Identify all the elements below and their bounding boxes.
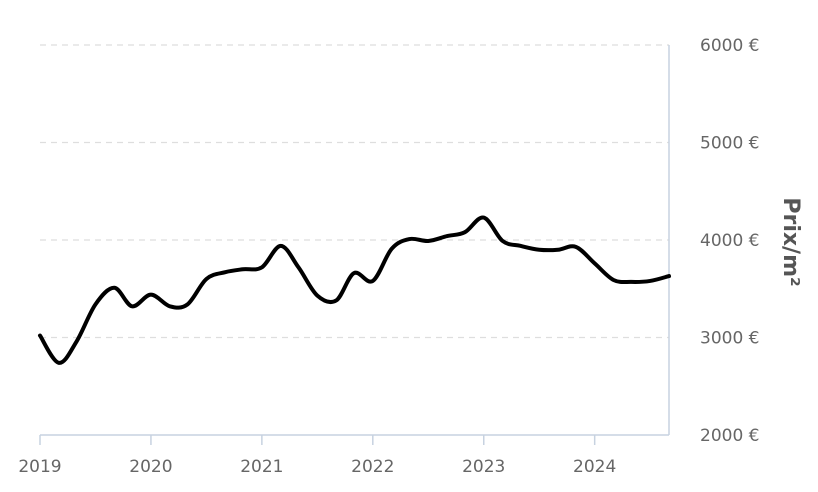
x-tick-label-2020: 2020 xyxy=(129,457,172,477)
x-tick-label-2024: 2024 xyxy=(573,457,616,477)
y-tick-label-6000: 6000 € xyxy=(700,36,759,56)
y-tick-label-2000: 2000 € xyxy=(700,426,759,446)
y-tick-label-5000: 5000 € xyxy=(700,134,759,154)
series-line-0 xyxy=(38,215,671,365)
grid-lines xyxy=(40,44,669,339)
x-tick-label-2022: 2022 xyxy=(351,457,394,477)
y-axis-title: Prix/m² xyxy=(778,197,803,286)
y-tick-label-3000: 3000 € xyxy=(700,329,759,349)
x-tick-label-2023: 2023 xyxy=(462,457,505,477)
series-layer xyxy=(38,215,671,365)
tick-labels: 2019 2020 2021 2022 2023 2024 2000 € 3000 € 4000… xyxy=(18,36,759,477)
x-tick-label-2019: 2019 xyxy=(18,457,61,477)
axes xyxy=(39,45,670,445)
x-tick-label-2021: 2021 xyxy=(240,457,283,477)
y-tick-label-4000: 4000 € xyxy=(700,231,759,251)
